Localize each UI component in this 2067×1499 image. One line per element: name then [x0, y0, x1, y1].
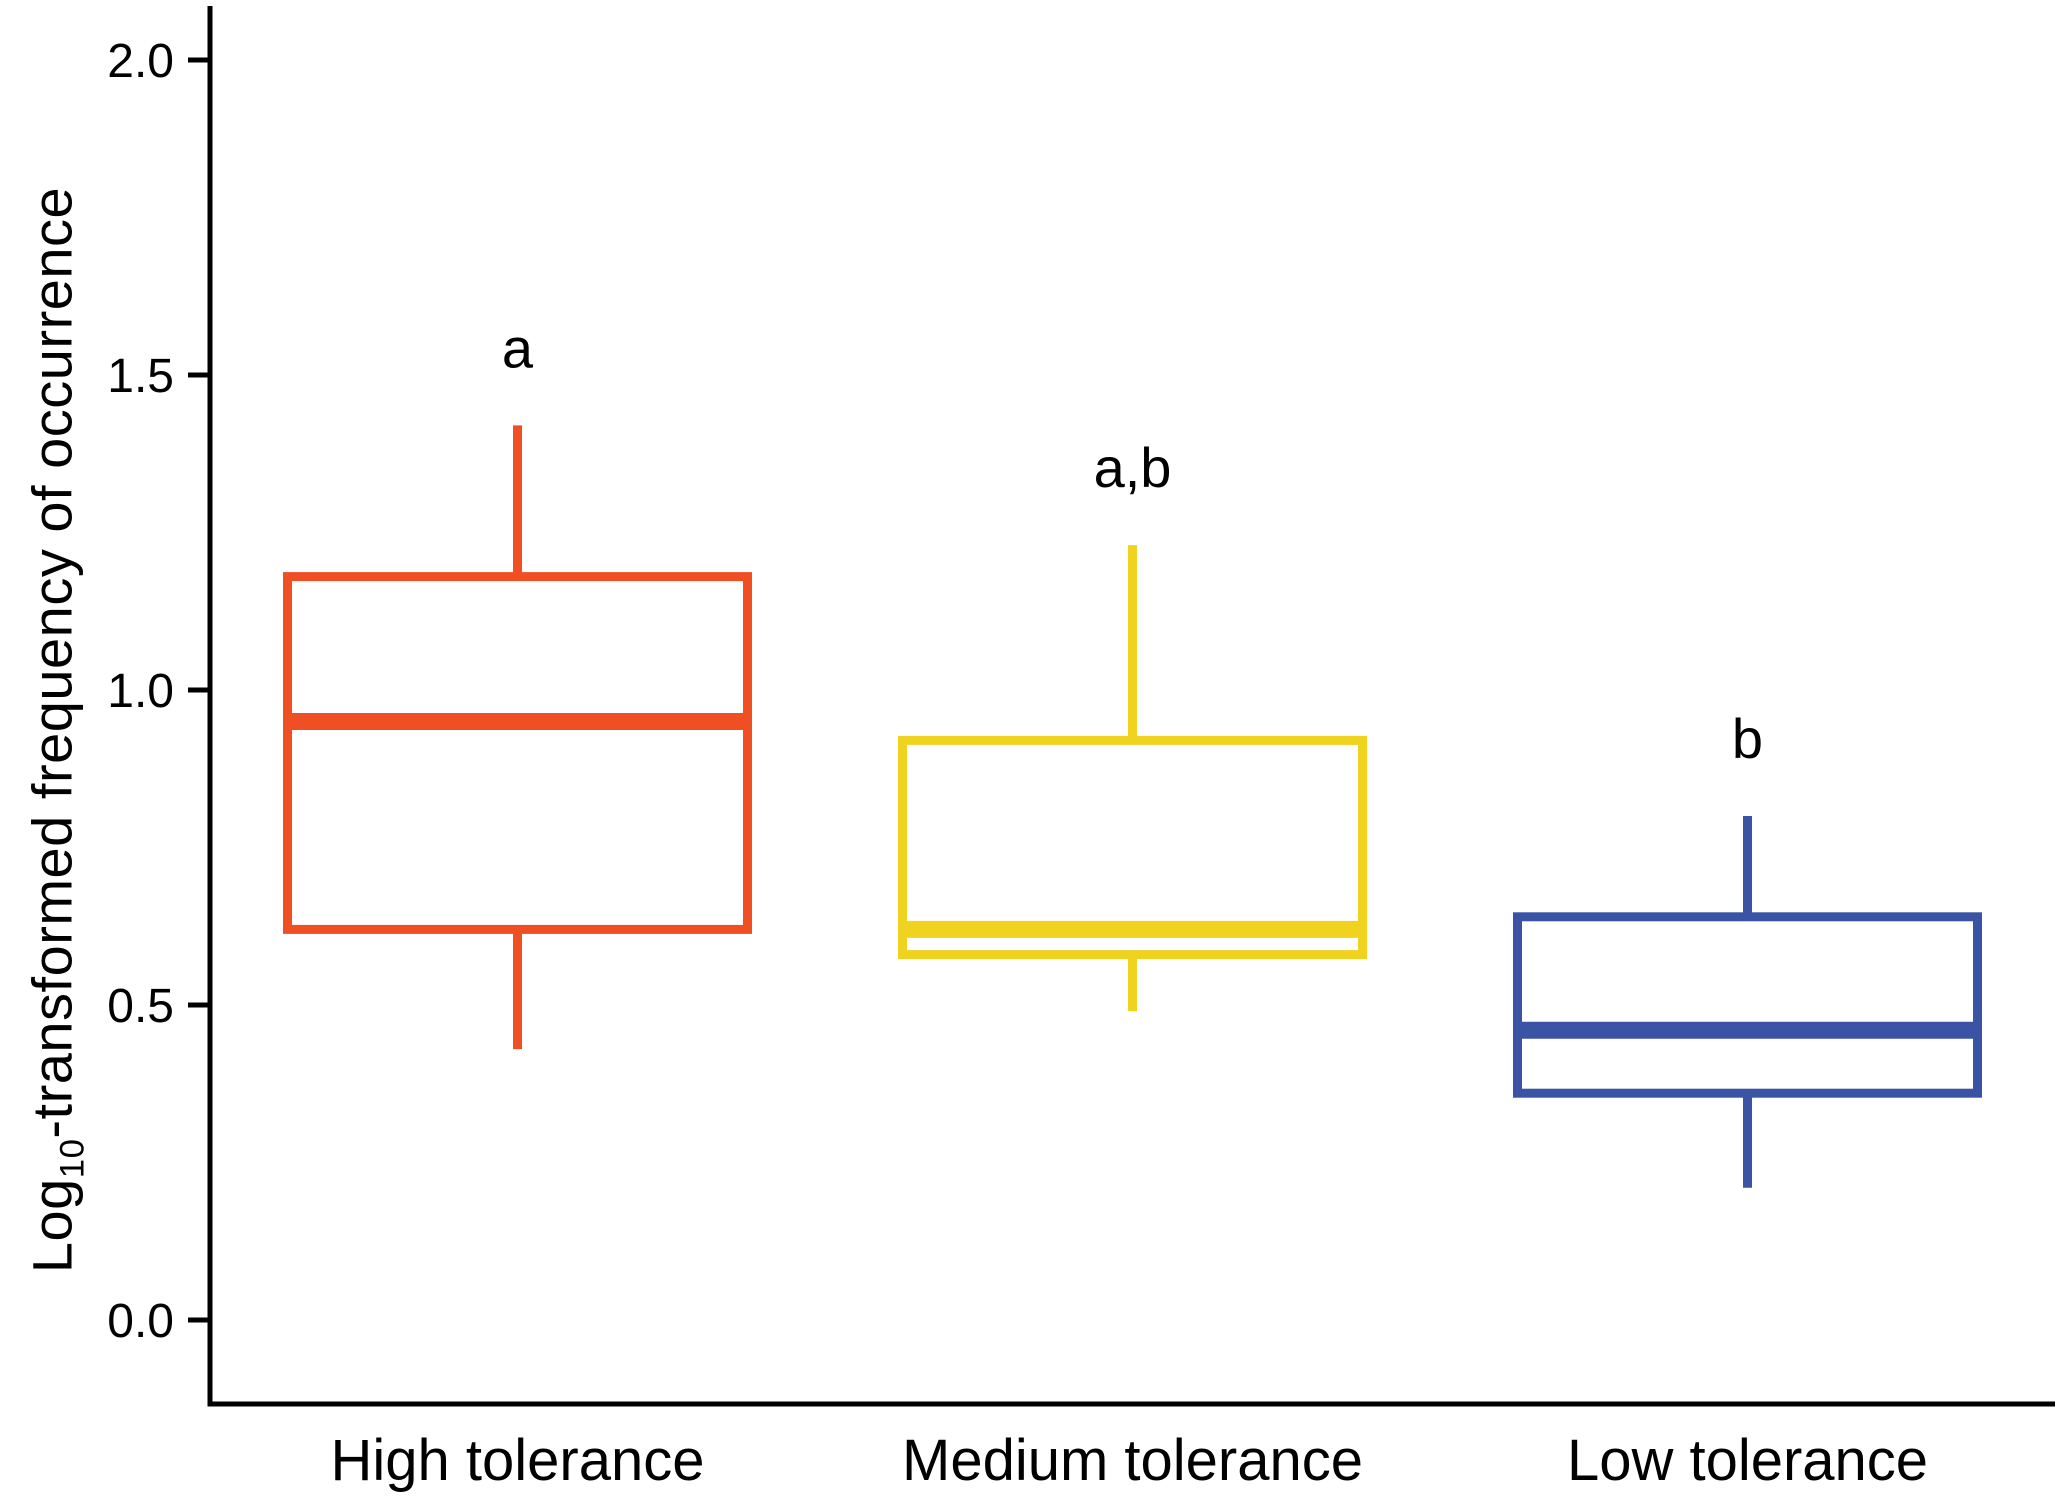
sig-label-high-tolerance: a [502, 316, 534, 379]
y-tick-label-0-0: 0.0 [107, 1295, 174, 1348]
boxplot-group-low-tolerance: b Low tolerance [1513, 707, 1982, 1493]
y-tick-label-2-0: 2.0 [107, 35, 174, 88]
y-tick-label-1-5: 1.5 [107, 350, 174, 403]
y-axis-title-prefix: Log [20, 1178, 84, 1274]
y-tick-label-0-5: 0.5 [107, 980, 174, 1033]
y-tick-label-1-0: 1.0 [107, 665, 174, 718]
x-category-label-medium-tolerance: Medium tolerance [902, 1428, 1363, 1493]
x-category-label-high-tolerance: High tolerance [331, 1428, 705, 1493]
boxplot-group-high-tolerance: a High tolerance [283, 316, 752, 1493]
y-axis-title: Log10-transformed frequency of occurrenc… [20, 186, 92, 1274]
boxplot-group-medium-tolerance: a,b Medium tolerance [898, 436, 1367, 1493]
sig-label-low-tolerance: b [1732, 707, 1763, 770]
y-axis-title-subscript: 10 [53, 1138, 92, 1179]
sig-label-medium-tolerance: a,b [1094, 436, 1172, 499]
iqr-box-medium-tolerance [898, 735, 1367, 960]
iqr-box-low-tolerance [1513, 912, 1982, 1098]
iqr-box-high-tolerance [283, 572, 752, 934]
y-axis-title-rest: -transformed frequency of occurrence [20, 186, 84, 1139]
x-category-label-low-tolerance: Low tolerance [1567, 1428, 1928, 1493]
